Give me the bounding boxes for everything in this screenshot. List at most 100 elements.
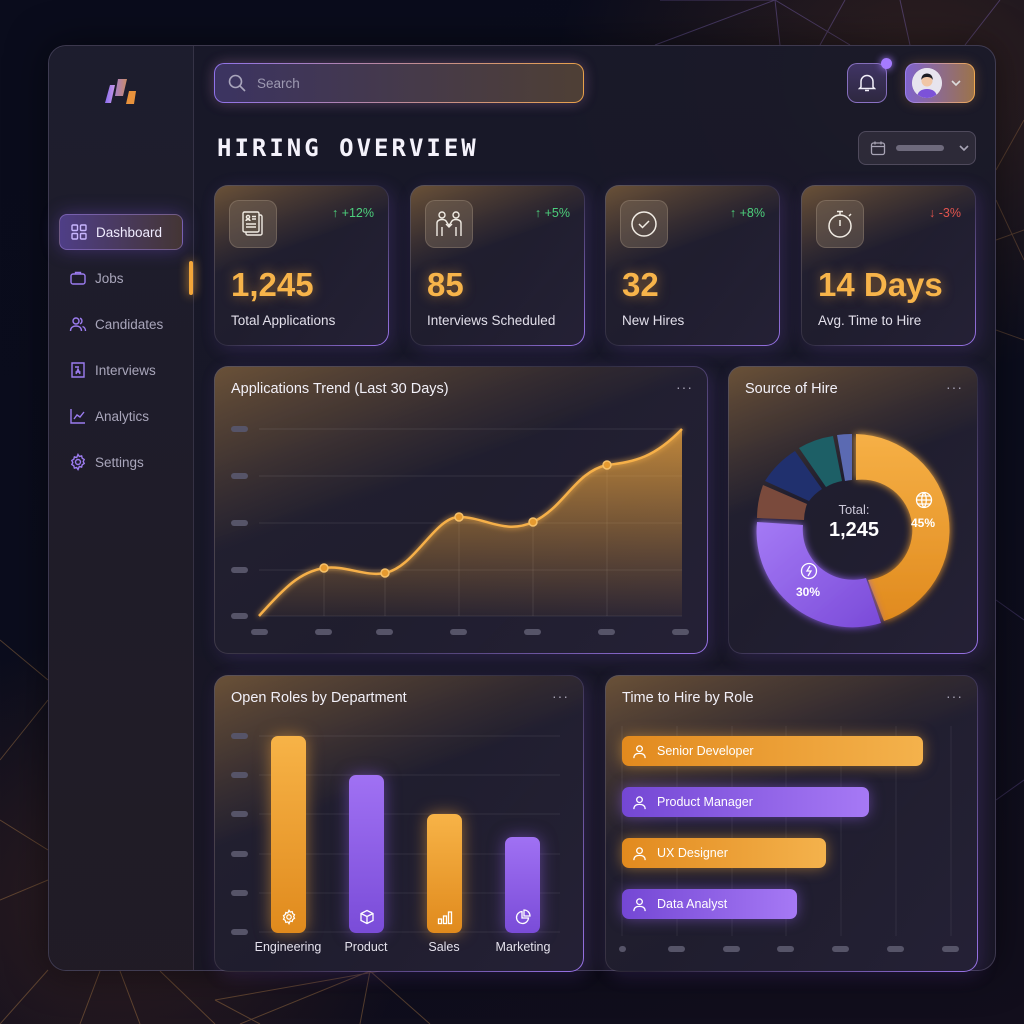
sidebar-item-jobs[interactable]: Jobs [59,260,194,296]
delta-indicator: ↑ +12% [331,206,374,220]
notifications-button[interactable] [847,58,892,103]
bar-sales[interactable] [427,814,462,933]
sidebar: Dashboard Jobs Candidates Interviews [49,46,194,970]
search-icon [227,73,247,93]
bar-ux-designer[interactable]: UX Designer [622,838,826,868]
stat-label: Avg. Time to Hire [818,313,922,328]
sidebar-item-dashboard[interactable]: Dashboard [59,214,183,250]
profile-menu-button[interactable] [905,63,975,103]
time-to-hire-card: Time to Hire by Role ··· Senior Develope… [605,675,978,972]
open-roles-card: Open Roles by Department ··· Engineerin [214,675,584,972]
pie-chart-icon [515,909,531,925]
page-title: HIRING OVERVIEW [217,134,479,162]
sidebar-item-label: Jobs [95,270,124,286]
more-options-button[interactable]: ··· [676,379,693,395]
category-label: Sales [428,940,460,954]
stat-card-total-applications[interactable]: ↑ +12% 1,245 Total Applications [214,185,389,346]
category-label: Marketing [495,940,551,954]
card-title: Time to Hire by Role [622,690,754,706]
sidebar-item-analytics[interactable]: Analytics [59,398,194,434]
category-label: Engineering [254,940,322,954]
interview-icon [69,361,87,379]
stat-value: 1,245 [231,266,314,303]
bar-chart-icon [437,911,452,925]
bar-marketing[interactable] [505,837,540,933]
stat-value: 32 [622,266,659,303]
applications-trend-card: Applications Trend (Last 30 Days) ··· [214,366,708,654]
card-title: Applications Trend (Last 30 Days) [231,381,449,397]
grid-icon [70,223,88,241]
stat-card-avg-time-to-hire[interactable]: ↓ -3% 14 Days Avg. Time to Hire [801,185,976,346]
date-range-select[interactable] [858,131,976,165]
delta-indicator: ↑ +5% [534,206,570,220]
user-icon [632,744,647,759]
more-options-button[interactable]: ··· [946,379,963,395]
bell-icon [858,73,876,93]
handshake-icon [425,200,473,248]
notification-badge [881,58,892,69]
sidebar-item-label: Candidates [95,316,164,332]
stat-card-interviews-scheduled[interactable]: ↑ +5% 85 Interviews Scheduled [410,185,585,346]
document-icon [229,200,277,248]
sidebar-item-settings[interactable]: Settings [59,444,194,480]
stat-label: Total Applications [231,313,336,328]
referral-icon [800,562,818,585]
more-options-button[interactable]: ··· [552,688,569,704]
delta-indicator: ↑ +8% [729,206,765,220]
avatar [912,68,942,98]
sidebar-item-label: Analytics [95,408,150,424]
briefcase-icon [69,269,87,287]
user-icon [632,795,647,810]
search-input[interactable] [257,75,557,91]
app-window: Dashboard Jobs Candidates Interviews [48,45,996,971]
bar-senior-developer[interactable]: Senior Developer [622,736,923,766]
bar-label: Senior Developer [657,744,754,758]
logo-icon [105,79,136,104]
bar-label: Product Manager [657,795,753,809]
sidebar-nav: Dashboard Jobs Candidates Interviews [59,214,194,490]
globe-icon [915,491,933,514]
sidebar-item-interviews[interactable]: Interviews [59,352,194,388]
role-grid [621,726,952,936]
chevron-down-icon [950,79,962,87]
donut-total-label: Total: [838,502,870,517]
users-icon [69,315,87,333]
calendar-icon [870,140,886,156]
sidebar-item-label: Dashboard [96,224,163,240]
category-label: Product [344,940,388,954]
user-icon [632,846,647,861]
stat-label: New Hires [622,313,685,328]
donut-total-value: 1,245 [828,519,880,541]
search-bar[interactable] [214,63,584,103]
card-title: Open Roles by Department [231,690,407,706]
more-options-button[interactable]: ··· [946,688,963,704]
stat-value: 85 [427,266,464,303]
sidebar-item-label: Settings [95,454,144,470]
sidebar-item-candidates[interactable]: Candidates [59,306,194,342]
source-donut-chart [756,433,950,628]
trend-area-chart [258,428,683,617]
card-title: Source of Hire [745,381,838,397]
bar-label: UX Designer [657,846,728,860]
sidebar-item-label: Interviews [95,362,156,378]
bar-product[interactable] [349,775,384,933]
bar-engineering[interactable] [271,736,306,933]
box-icon [359,909,374,925]
bar-product-manager[interactable]: Product Manager [622,787,869,817]
check-circle-icon [620,200,668,248]
active-nav-indicator [189,261,193,295]
delta-indicator: ↓ -3% [929,206,961,220]
gear-icon [282,909,295,925]
stopwatch-icon [816,200,864,248]
chevron-down-icon [958,144,970,152]
source-of-hire-card: Source of Hire ··· 45% 30% Total: 1,245 [728,366,978,654]
slice-percent-referral: 30% [796,585,821,599]
slice-percent-web: 45% [911,516,936,530]
line-chart-icon [69,407,87,425]
stat-value: 14 Days [818,266,943,303]
bar-label: Data Analyst [657,897,728,911]
bar-data-analyst[interactable]: Data Analyst [622,889,797,919]
gear-icon [69,453,87,471]
stat-label: Interviews Scheduled [427,313,556,328]
stat-card-new-hires[interactable]: ↑ +8% 32 New Hires [605,185,780,346]
